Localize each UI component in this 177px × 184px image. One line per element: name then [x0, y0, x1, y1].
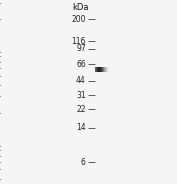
Text: 200: 200	[71, 15, 86, 24]
Text: 66: 66	[76, 60, 86, 69]
Bar	[99, 67, 100, 72]
Bar	[107, 67, 108, 72]
Bar	[100, 67, 101, 72]
Bar	[98, 67, 99, 72]
Text: 31: 31	[76, 91, 86, 100]
Bar	[102, 67, 103, 72]
Bar	[109, 67, 110, 72]
Bar	[106, 67, 107, 72]
Bar	[101, 67, 102, 72]
Bar	[95, 67, 96, 72]
Text: 6: 6	[81, 158, 86, 167]
Bar	[104, 67, 105, 72]
Bar	[96, 67, 97, 72]
Text: 97: 97	[76, 44, 86, 53]
Bar	[103, 67, 104, 72]
Text: 22: 22	[76, 105, 86, 114]
Text: 44: 44	[76, 76, 86, 85]
Text: kDa: kDa	[72, 3, 88, 12]
Text: 116: 116	[72, 37, 86, 46]
Bar	[108, 67, 109, 72]
Bar	[105, 67, 106, 72]
Bar	[97, 67, 98, 72]
Text: 14: 14	[76, 123, 86, 132]
